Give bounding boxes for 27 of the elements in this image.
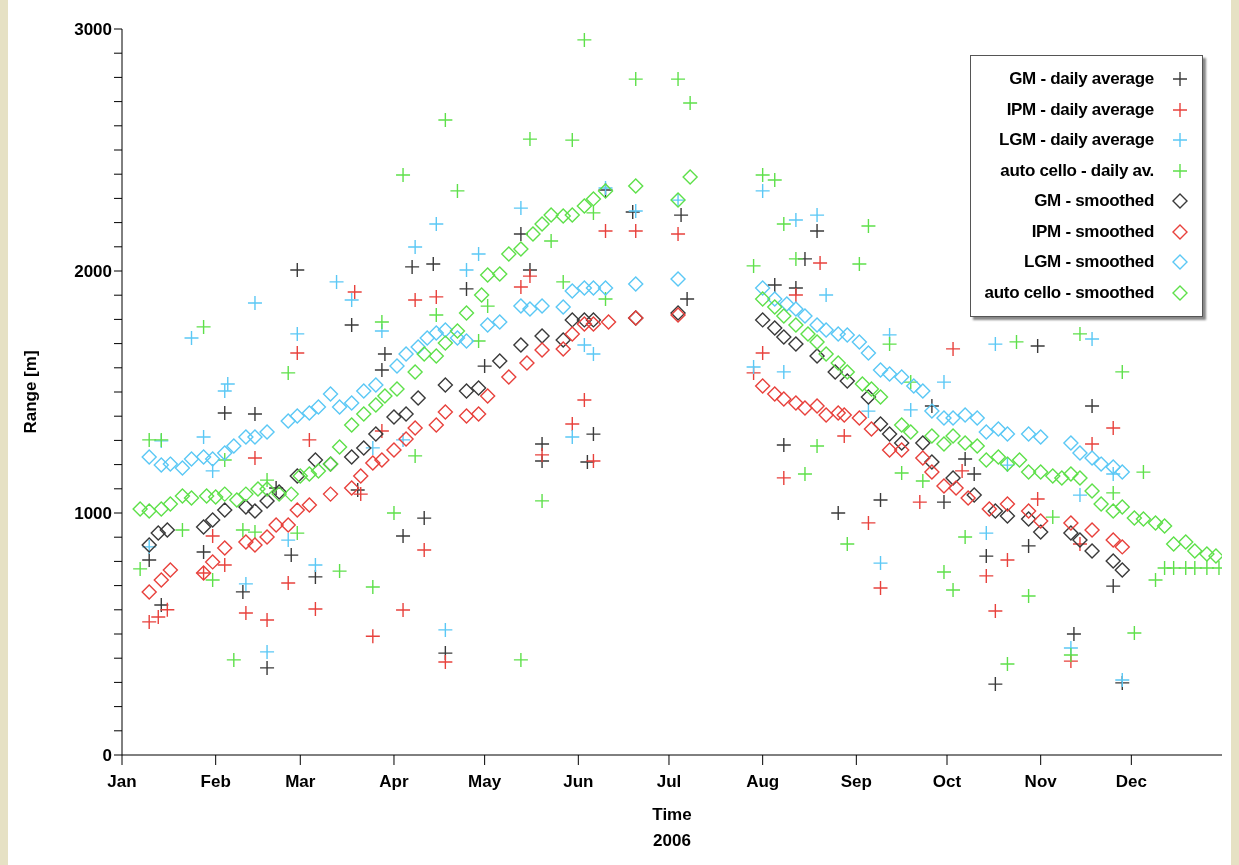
x-tick-label: Nov [1024,772,1058,792]
y-tick-label: 0 [102,746,112,766]
x-tick-label: Mar [285,772,316,792]
y-axis-title: Range [m] [21,350,41,434]
y-tick-label: 2000 [74,262,112,282]
legend-label: GM - daily average [1009,69,1154,90]
x-tick-label: Oct [932,772,962,792]
x-tick-label: Aug [746,772,780,792]
legend-label: LGM - daily average [999,130,1154,151]
x-tick-label: Jun [563,772,594,792]
legend-label: auto cello - smoothed [984,282,1154,303]
x-tick-label: Feb [200,772,231,792]
y-tick-label: 3000 [74,20,112,40]
y-tick-label: 1000 [74,504,112,524]
x-tick-label: May [468,772,502,792]
legend-label: LGM - smoothed [1024,252,1154,273]
x-tick-label: Jul [656,772,682,792]
x-tick-label: Sep [840,772,872,792]
x-axis-title: Time [651,805,693,825]
legend-label: IPM - smoothed [1031,221,1154,242]
x-tick-label: Apr [379,772,409,792]
legend-label: GM - smoothed [1034,191,1154,212]
text: 2006 [652,831,692,851]
x-tick-label: Dec [1115,772,1147,792]
legend-label: auto cello - daily av. [1000,160,1154,181]
x-tick-label: Jan [107,772,137,792]
legend-label: IPM - daily average [1006,99,1154,120]
